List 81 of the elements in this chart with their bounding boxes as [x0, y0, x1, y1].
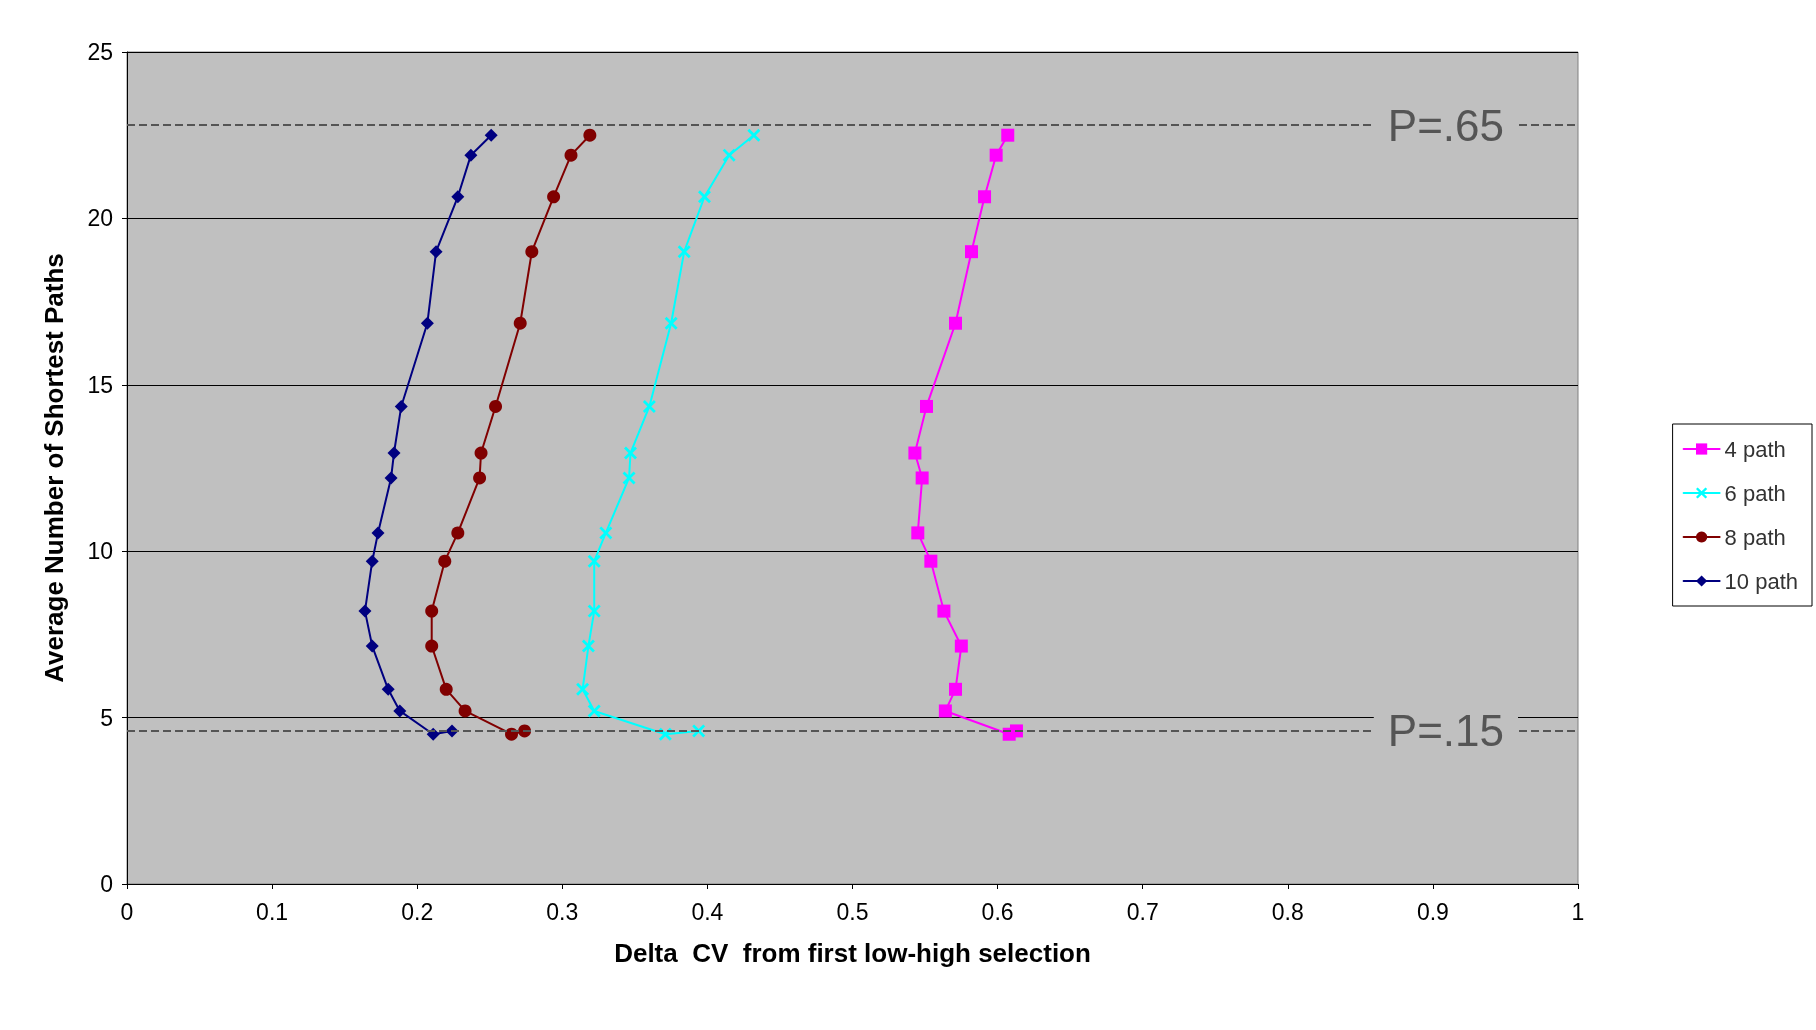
point: [587, 604, 601, 618]
point: [484, 128, 498, 142]
point: [692, 724, 706, 738]
x-tick-label: 1: [1571, 898, 1585, 925]
x-tick-label: 0.6: [981, 898, 1014, 925]
y-tick-label: 25: [87, 39, 113, 65]
legend-label: 10 path: [1724, 568, 1798, 594]
point: [387, 446, 401, 460]
point: [1001, 128, 1015, 142]
point: [429, 245, 443, 259]
point: [451, 526, 465, 540]
point: [474, 446, 488, 460]
point: [920, 399, 933, 413]
point: [949, 316, 963, 330]
point: [583, 128, 597, 142]
point: [547, 190, 561, 204]
y-tick-label: 5: [100, 704, 113, 731]
point: [420, 316, 434, 330]
point: [489, 399, 503, 413]
point: [425, 604, 439, 618]
point: [393, 704, 407, 718]
point: [473, 471, 487, 485]
x-tick-label: 0: [120, 898, 134, 925]
point: [439, 682, 453, 696]
point: [425, 639, 439, 653]
y-axis-title: Average Number of Shortest Paths: [39, 253, 69, 683]
point: [989, 148, 1003, 162]
point: [642, 399, 656, 413]
ref-line-label: P=.65: [1387, 100, 1504, 150]
point: [365, 639, 379, 653]
point: [394, 399, 408, 413]
x-tick-label: 0.3: [546, 898, 579, 925]
point: [624, 446, 637, 460]
y-tick-label: 15: [87, 371, 113, 398]
point: [381, 682, 395, 696]
point: [464, 148, 478, 162]
point: [587, 704, 601, 718]
x-tick-label: 0.7: [1126, 898, 1159, 925]
point: [365, 554, 379, 568]
point: [581, 639, 595, 653]
point: [599, 526, 613, 540]
point: [938, 704, 952, 718]
point: [677, 245, 691, 259]
point: [747, 128, 761, 142]
point: [576, 682, 590, 696]
point: [924, 554, 938, 568]
point: [978, 190, 992, 204]
x-tick-label: 0.9: [1416, 898, 1449, 925]
y-tick-label: 0: [100, 871, 113, 897]
point: [384, 471, 398, 485]
point: [722, 148, 736, 162]
point: [438, 554, 452, 568]
x-tick-label: 0.4: [691, 898, 724, 925]
point: [664, 316, 678, 330]
x-axis-title: Delta CV from first low-high selection: [614, 938, 1091, 968]
legend-label: 4 path: [1724, 436, 1786, 462]
point: [525, 245, 539, 259]
y-tick-label: 10: [87, 538, 113, 565]
point: [698, 190, 711, 204]
legend-label: 8 path: [1724, 524, 1786, 550]
point: [954, 639, 968, 653]
point: [564, 148, 578, 162]
point: [458, 704, 472, 718]
point: [371, 526, 385, 540]
x-tick-label: 0.8: [1271, 898, 1304, 925]
point: [915, 471, 929, 485]
point: [964, 245, 978, 259]
y-tick-label: 20: [87, 205, 113, 232]
legend-label: 6 path: [1724, 480, 1786, 506]
x-tick-label: 0.2: [401, 898, 434, 925]
point: [937, 604, 951, 618]
point: [587, 554, 601, 568]
point: [513, 316, 527, 330]
point: [451, 190, 465, 204]
point: [949, 682, 963, 696]
x-tick-label: 0.1: [256, 898, 289, 925]
point: [358, 604, 372, 618]
x-tick-label: 0.5: [836, 898, 869, 925]
ref-line-label: P=.15: [1387, 706, 1504, 756]
point: [911, 526, 925, 540]
point: [908, 446, 922, 460]
